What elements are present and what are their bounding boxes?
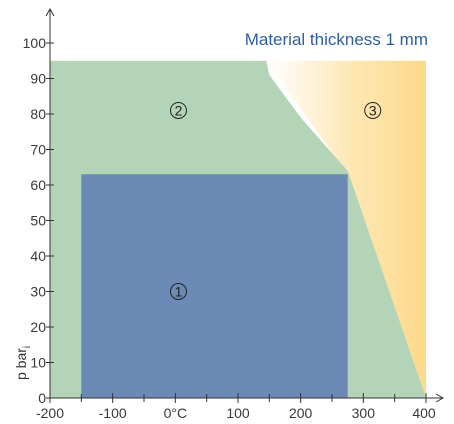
- x-tick-label: -200: [36, 405, 64, 421]
- y-tick-label: 10: [30, 355, 46, 371]
- y-tick-label: 100: [23, 35, 47, 51]
- y-axis-label: p bari: [13, 346, 33, 380]
- y-tick-label: 90: [30, 71, 46, 87]
- region-3-marker: 3: [364, 101, 382, 119]
- y-tick-label: 80: [30, 106, 46, 122]
- svg-text:p bari: p bari: [13, 346, 33, 380]
- region-1-marker: 1: [169, 283, 187, 300]
- y-tick-label: 70: [30, 142, 46, 158]
- y-tick-label: 60: [30, 177, 46, 193]
- regions-layer: 3 2 1: [50, 60, 426, 399]
- x-axis-arrow-icon: [435, 393, 445, 403]
- x-tick-label: 200: [289, 405, 313, 421]
- x-tick-label: -100: [99, 405, 127, 421]
- region-1-area: [81, 174, 348, 398]
- region-3-label: 3: [369, 102, 377, 118]
- y-tick-label: 20: [30, 319, 46, 335]
- region-2-label: 2: [175, 102, 183, 118]
- y-tick-label: 0: [38, 390, 46, 406]
- x-tick-label: 100: [226, 405, 250, 421]
- region-2-marker: 2: [169, 101, 187, 119]
- x-tick-label: 0°C: [164, 405, 188, 421]
- x-tick-label: 300: [352, 405, 376, 421]
- x-tick-label: 400: [412, 405, 436, 421]
- y-tick-label: 40: [30, 248, 46, 264]
- y-axis-arrow-icon: [45, 7, 55, 17]
- region-1-label: 1: [175, 284, 183, 300]
- y-axis-label-text: p bar: [13, 348, 29, 380]
- region-3-area: [266, 60, 426, 399]
- chart-title: Material thickness 1 mm: [245, 30, 428, 49]
- axes-layer: 0 10 20 30 40 50 60 70 80 90 100 -200 -100 0°C 100 200 3…: [23, 7, 445, 421]
- y-tick-label: 30: [30, 284, 46, 300]
- y-tick-label: 50: [30, 213, 46, 229]
- y-axis-label-subscript: i: [22, 346, 33, 348]
